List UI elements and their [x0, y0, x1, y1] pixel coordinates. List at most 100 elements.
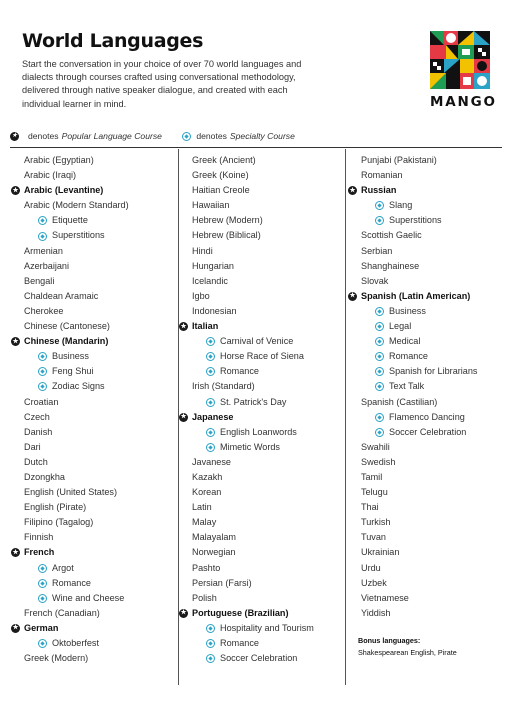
language-name: Hebrew (Modern) — [192, 215, 263, 226]
specialty-course-item: Superstitions — [361, 213, 477, 228]
language-item: Cherokee — [24, 304, 129, 319]
language-name: Haitian Creole — [192, 185, 250, 196]
language-name: Flamenco Dancing — [389, 411, 465, 422]
language-name: Croatian — [24, 396, 59, 407]
language-item: Hindi — [192, 244, 314, 259]
language-name: Hindi — [192, 245, 213, 256]
language-item: Korean — [192, 485, 314, 500]
language-name: Arabic (Modern Standard) — [24, 200, 129, 211]
language-name: Horse Race of Siena — [220, 351, 304, 362]
language-name: English (United States) — [24, 487, 118, 498]
specialty-course-item: English Loanwords — [192, 425, 314, 440]
language-name: Finnish — [24, 532, 54, 543]
specialty-course-item: Romance — [24, 576, 129, 591]
language-item: Serbian — [361, 244, 477, 259]
language-item: Telugu — [361, 485, 477, 500]
language-item: Icelandic — [192, 274, 314, 289]
language-name: Hungarian — [192, 260, 234, 271]
language-item: Igbo — [192, 289, 314, 304]
language-item: Dutch — [24, 455, 129, 470]
specialty-course-item: Wine and Cheese — [24, 591, 129, 606]
language-name: Chinese (Cantonese) — [24, 321, 110, 332]
language-name: Dari — [24, 441, 41, 452]
diamond-circle-icon — [38, 367, 47, 377]
language-name: Argot — [52, 562, 74, 573]
specialty-course-item: Text Talk — [361, 379, 477, 394]
specialty-course-item: Carnival of Venice — [192, 334, 314, 349]
language-name: Javanese — [192, 456, 231, 467]
specialty-course-item: Romance — [192, 636, 314, 651]
language-name: Etiquette — [52, 215, 88, 226]
specialty-course-item: Spanish for Librarians — [361, 364, 477, 379]
language-name: Greek (Ancient) — [192, 155, 256, 165]
language-item: Latin — [192, 500, 314, 515]
bonus-heading: Bonus languages: — [358, 636, 421, 645]
language-name: Dzongkha — [24, 471, 65, 482]
language-name: Tamil — [361, 471, 383, 482]
language-name: Business — [52, 351, 89, 362]
language-name: Igbo — [192, 290, 210, 301]
language-name: Norwegian — [192, 547, 236, 558]
language-name: Text Talk — [389, 381, 425, 392]
language-item: Indonesian — [192, 304, 314, 319]
language-name: Romance — [389, 351, 428, 362]
diamond-circle-icon — [375, 427, 384, 437]
specialty-course-item: Business — [24, 349, 129, 364]
language-item: Swedish — [361, 455, 477, 470]
diamond-circle-icon — [206, 367, 215, 377]
language-name: Zodiac Signs — [52, 381, 105, 392]
language-name: Thai — [361, 502, 379, 513]
bonus-text: Shakespearean English, Pirate — [358, 648, 457, 657]
star-circle-icon — [179, 322, 188, 332]
language-item: Romanian — [361, 168, 477, 183]
language-name: Feng Shui — [52, 366, 94, 377]
column-divider — [345, 149, 346, 685]
language-item: Polish — [192, 591, 314, 606]
specialty-course-item: Superstitions — [24, 228, 129, 243]
language-name: German — [24, 622, 59, 633]
language-name: Japanese — [192, 411, 234, 422]
star-circle-icon — [348, 186, 357, 196]
language-item: English (Pirate) — [24, 500, 129, 515]
language-name: Indonesian — [192, 305, 237, 316]
language-column-2: Greek (Ancient) Greek (Koine) Haitian Creo… — [179, 153, 314, 666]
language-item: Chaldean Aramaic — [24, 289, 129, 304]
diamond-circle-icon — [375, 412, 384, 422]
diamond-circle-icon — [182, 131, 192, 141]
diamond-circle-icon — [375, 201, 384, 211]
legend-specialty: denotes Specialty Course — [182, 131, 295, 141]
specialty-course-item: Argot — [24, 561, 129, 576]
specialty-course-item: Flamenco Dancing — [361, 410, 477, 425]
specialty-course-item: Feng Shui — [24, 364, 129, 379]
language-name: Korean — [192, 487, 222, 498]
star-circle-icon — [179, 412, 188, 422]
language-name: Greek (Modern) — [24, 653, 89, 664]
language-name: Slovak — [361, 275, 389, 286]
specialty-course-item: St. Patrick's Day — [192, 395, 314, 410]
language-item: Hungarian — [192, 259, 314, 274]
language-item: Azerbaijani — [24, 259, 129, 274]
language-item: Scottish Gaelic — [361, 228, 477, 243]
diamond-circle-icon — [38, 231, 47, 241]
language-name: Soccer Celebration — [220, 653, 298, 664]
language-item: Chinese (Cantonese) — [24, 319, 129, 334]
language-item: Slovak — [361, 274, 477, 289]
language-item: Croatian — [24, 395, 129, 410]
specialty-course-item: Romance — [192, 364, 314, 379]
language-column-3: Punjabi (Pakistani) Romanian Russian Slang S… — [348, 153, 477, 621]
specialty-course-item: Etiquette — [24, 213, 129, 228]
intro-paragraph: Start the conversation in your choice of… — [22, 59, 302, 109]
popular-language-item: Russian — [348, 183, 477, 198]
language-name: Mimetic Words — [220, 441, 280, 452]
language-name: Persian (Farsi) — [192, 577, 252, 588]
popular-language-item: Italian — [179, 319, 314, 334]
language-item: Yiddish — [361, 606, 477, 621]
language-item: Irish (Standard) — [192, 379, 314, 394]
specialty-course-item: Soccer Celebration — [361, 425, 477, 440]
specialty-course-item: Hospitality and Tourism — [192, 621, 314, 636]
language-name: Romance — [220, 638, 259, 648]
language-name: Oktoberfest — [52, 638, 100, 648]
diamond-circle-icon — [375, 367, 384, 377]
diamond-circle-icon — [375, 337, 384, 347]
language-name: Swedish — [361, 456, 396, 467]
